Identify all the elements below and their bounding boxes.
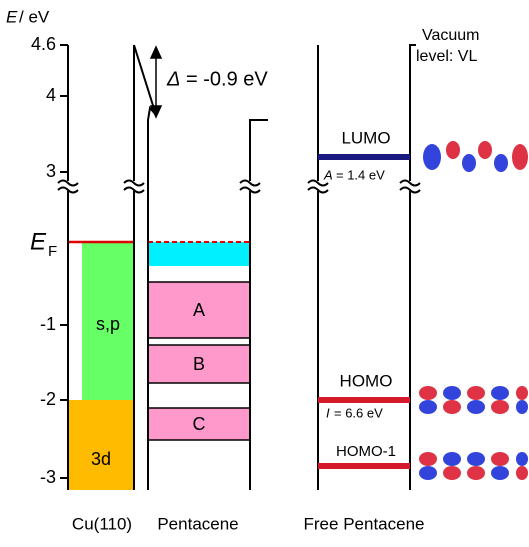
column-label: Cu(110) (72, 514, 132, 533)
axis-symbol: E (6, 7, 18, 26)
d-band (68, 400, 134, 490)
band-label: s,p (96, 314, 120, 334)
axis-unit: / eV (19, 7, 50, 26)
lumo-orbital (423, 141, 528, 172)
homo1-orbital (419, 452, 528, 480)
band-label: 3d (91, 449, 111, 469)
tick-label: 4.6 (31, 34, 56, 54)
tick-label: -3 (40, 467, 56, 487)
affinity-symbol: A (323, 167, 333, 182)
fermi-symbol: E (30, 228, 47, 255)
ionization-symbol: I (326, 405, 330, 420)
band-label: A (193, 300, 205, 320)
tick-label: 3 (46, 161, 56, 181)
lumo-label: LUMO (341, 128, 390, 147)
interface-state (148, 242, 250, 266)
vacuum-label: Vacuum (422, 27, 480, 44)
shift-value: = -0.9 eV (186, 68, 268, 90)
diagram: E / eV 4.6 4 3 -1 -2 -3 E F Δ = -0.9 eV … (0, 0, 529, 547)
fermi-subscript: F (48, 243, 57, 260)
column-label: Pentacene (157, 514, 238, 533)
shift-symbol: Δ (166, 68, 180, 90)
axis-ticks (60, 45, 68, 478)
column-label: Free Pentacene (304, 514, 425, 533)
tick-label: -1 (40, 314, 56, 334)
band-label: B (193, 354, 205, 374)
shift-arrow (151, 47, 161, 117)
vacuum-label: level: VL (416, 48, 477, 65)
homo-label: HOMO (340, 371, 393, 390)
pentacene-right-line (250, 120, 268, 490)
homo-orbital (419, 386, 528, 414)
homo1-label: HOMO-1 (336, 443, 396, 460)
tick-label: -2 (40, 389, 56, 409)
ionization-value: = 6.6 eV (334, 405, 383, 420)
band-label: C (193, 414, 206, 434)
tick-label: 4 (46, 85, 56, 105)
affinity-value: = 1.4 eV (336, 167, 385, 182)
free-right-line (410, 45, 416, 490)
